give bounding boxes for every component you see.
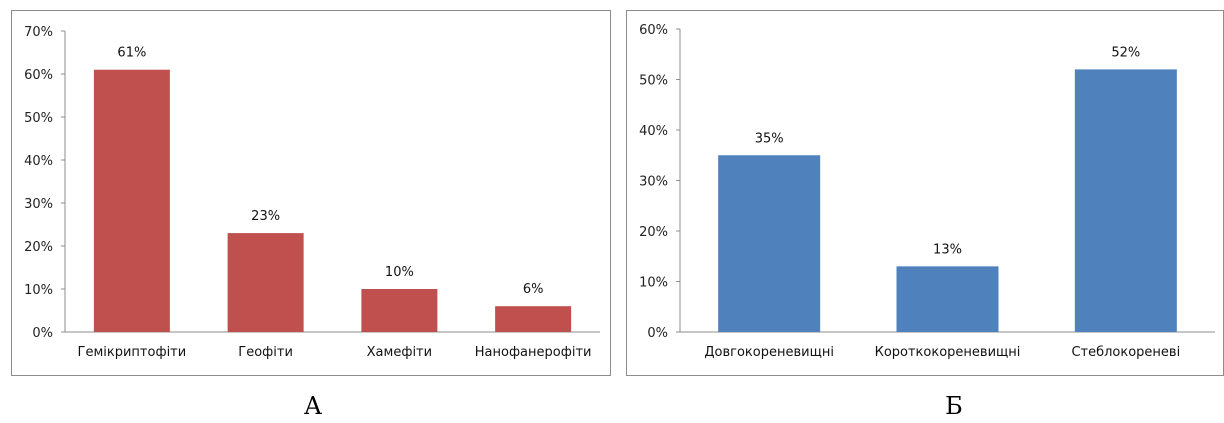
chart-b-category-label: Короткокореневищні [875,345,1021,360]
chart-a-category-label: Нанофанерофіти [475,345,592,360]
chart-a-bar [227,233,304,332]
chart-a-y-tick-label: 0% [32,326,53,341]
chart-a-category-label: Гемікриптофіти [78,345,187,360]
chart-a-y-tick-label: 50% [24,111,53,126]
chart-b-category-label: Стеблокореневі [1071,345,1180,360]
chart-b-data-label: 52% [1111,45,1140,60]
chart-a-category-label: Геофіти [238,345,293,360]
chart-b-category-label: Довгокореневищні [704,345,834,360]
chart-b-y-tick-label: 60% [639,23,668,38]
chart-a-caption: А [303,392,323,420]
chart-a-y-tick-label: 10% [24,283,53,298]
chart-b-y-tick-label: 10% [639,276,668,291]
chart-b-caption: Б [945,392,963,420]
chart-b-y-tick-label: 20% [639,225,668,240]
chart-b-bar [718,155,821,332]
chart-a-bar [93,69,170,332]
chart-panel-a: 0% 10% 20% 30% 40% 50% 60% 70% 61% Гемікриптофіти… [11,10,611,376]
chart-a-category-label: Хамефіти [367,345,432,360]
chart-b-bar [896,266,999,332]
chart-b-bar [1074,69,1177,333]
chart-a-data-label: 6% [523,282,544,297]
chart-a-data-label: 10% [385,265,414,280]
chart-b-y-tick-label: 0% [647,326,668,341]
chart-a-bar [495,306,572,332]
chart-a-y-tick-label: 20% [24,240,53,255]
chart-a-bar [361,289,438,332]
chart-b-data-label: 13% [933,242,962,257]
chart-b-data-label: 35% [755,131,784,146]
chart-b-svg: 0% 10% 20% 30% 40% 50% 60% 35% Довгокореневищні 1… [639,23,1215,360]
chart-a-svg: 0% 10% 20% 30% 40% 50% 60% 70% 61% Гемікриптофіти… [24,25,600,360]
chart-a-data-label: 23% [251,209,280,224]
chart-b-y-tick-label: 30% [639,175,668,190]
chart-a-y-tick-label: 60% [24,68,53,83]
chart-a-y-tick-label: 40% [24,154,53,169]
chart-a-y-tick-label: 30% [24,197,53,212]
chart-b-y-tick-label: 40% [639,124,668,139]
chart-b-y-tick-label: 50% [639,74,668,89]
chart-panel-b: 0% 10% 20% 30% 40% 50% 60% 35% Довгокореневищні 1… [626,10,1224,376]
chart-a-y-tick-label: 70% [24,25,53,40]
chart-a-data-label: 61% [117,46,146,61]
